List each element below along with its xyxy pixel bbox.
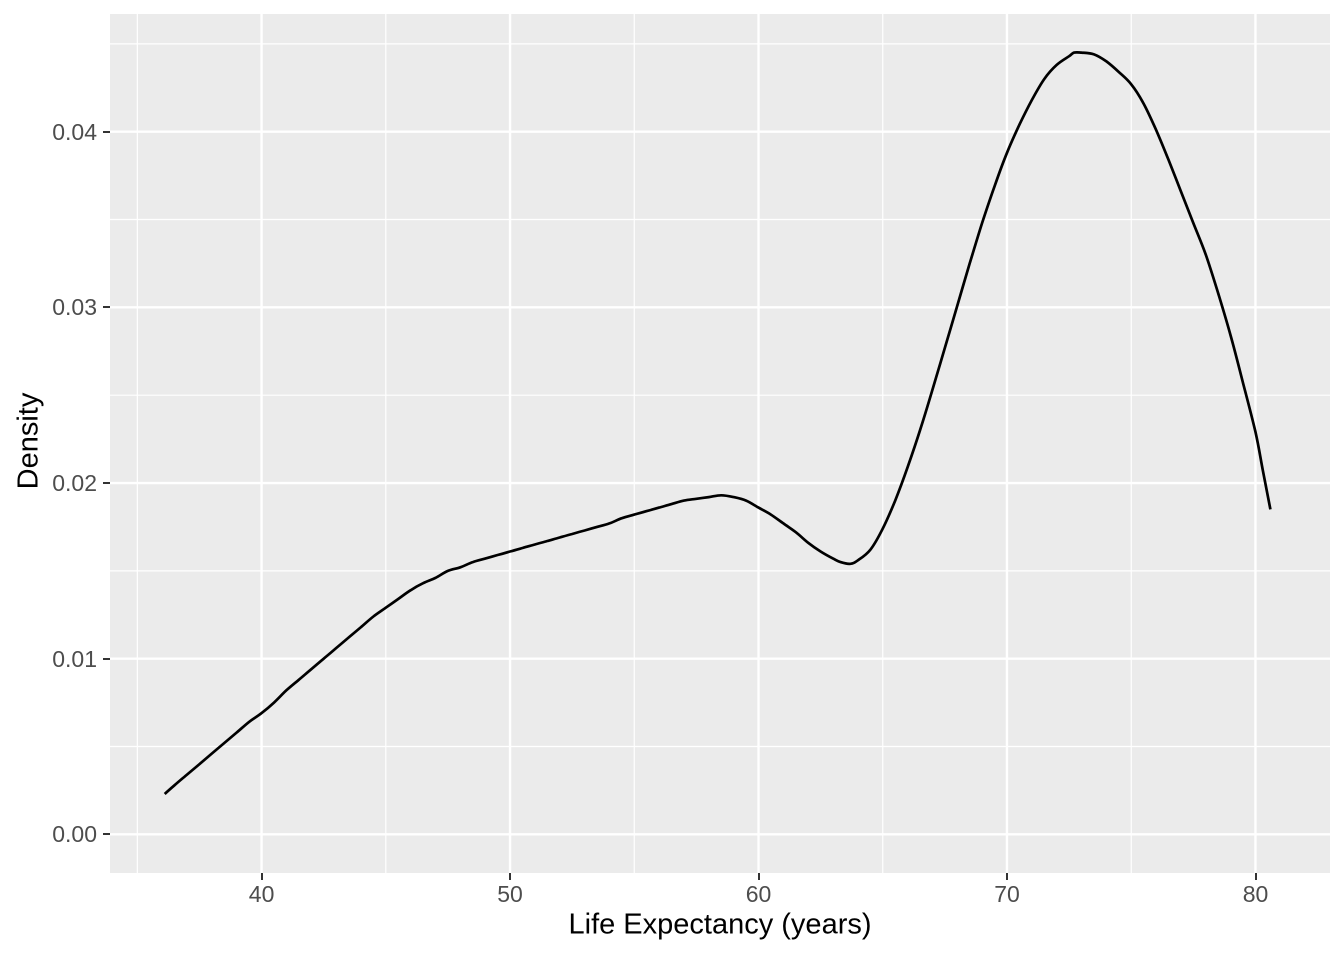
y-axis-title: Density <box>12 392 45 490</box>
plot-panel <box>110 14 1330 873</box>
y-tick-mark <box>103 482 110 484</box>
x-tick-mark <box>1254 873 1257 880</box>
x-tick-label: 40 <box>248 881 275 907</box>
x-tick-mark <box>260 873 263 880</box>
y-tick-mark <box>103 657 110 660</box>
y-tick-label: 0.00 <box>52 821 97 848</box>
x-tick-mark <box>1006 873 1008 880</box>
density-plot-canvas <box>110 14 1330 873</box>
x-axis-title: Life Expectancy (years) <box>568 908 872 941</box>
y-tick-mark <box>103 833 110 836</box>
y-tick-label: 0.04 <box>52 118 97 145</box>
y-tick-label: 0.03 <box>52 294 97 321</box>
y-tick-mark <box>103 306 110 309</box>
y-tick-label: 0.01 <box>52 645 97 672</box>
y-tick-label: 0.02 <box>52 470 97 496</box>
x-tick-mark <box>509 873 511 880</box>
density-curve <box>163 50 1272 795</box>
y-tick-mark <box>103 130 110 133</box>
x-tick-label: 70 <box>994 881 1020 907</box>
x-tick-label: 50 <box>497 881 523 907</box>
x-tick-label: 60 <box>745 881 772 907</box>
x-tick-label: 80 <box>1242 881 1269 907</box>
x-tick-mark <box>757 873 760 880</box>
